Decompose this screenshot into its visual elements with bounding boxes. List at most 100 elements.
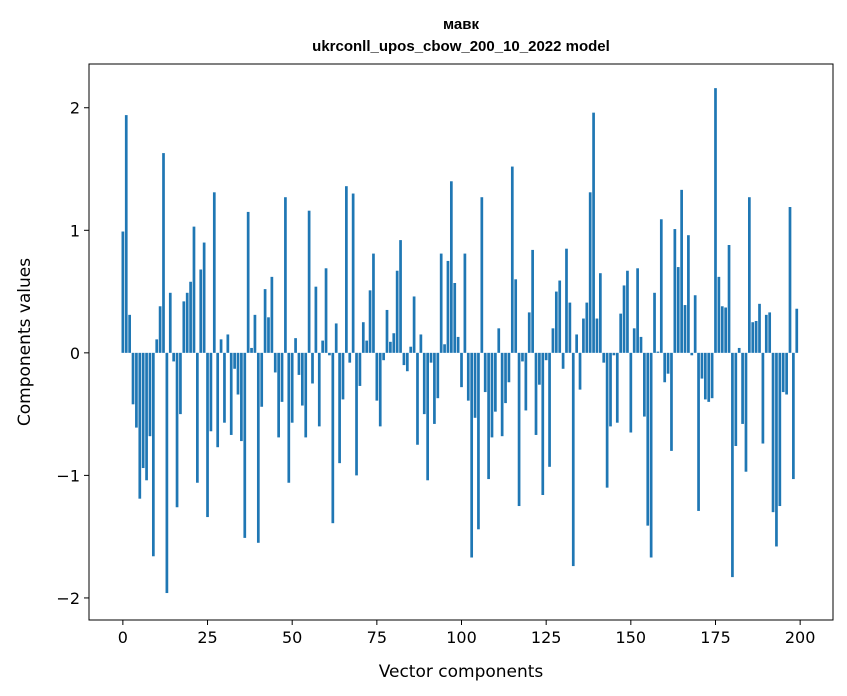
x-tick-label: 100 bbox=[446, 628, 477, 647]
bar-163 bbox=[673, 229, 677, 353]
x-tick-label: 175 bbox=[700, 628, 731, 647]
bar-99 bbox=[456, 336, 460, 353]
bar-47 bbox=[280, 352, 284, 402]
bar-92 bbox=[433, 352, 436, 424]
bar-133 bbox=[571, 352, 575, 567]
bar-30 bbox=[223, 352, 226, 423]
bar-44 bbox=[270, 276, 274, 353]
bar-164 bbox=[676, 267, 680, 353]
bar-158 bbox=[656, 351, 660, 353]
bar-186 bbox=[751, 322, 755, 353]
bar-12 bbox=[162, 153, 165, 353]
bar-156 bbox=[649, 352, 653, 558]
bar-19 bbox=[185, 292, 189, 353]
x-tick-label: 150 bbox=[616, 628, 647, 647]
bar-126 bbox=[548, 352, 551, 467]
bar-140 bbox=[595, 318, 599, 353]
bar-147 bbox=[619, 313, 623, 353]
bar-160 bbox=[663, 352, 667, 383]
bar-31 bbox=[226, 334, 230, 353]
bar-84 bbox=[405, 352, 409, 372]
bar-154 bbox=[643, 352, 646, 417]
bar-94 bbox=[439, 253, 443, 353]
bar-96 bbox=[446, 260, 450, 353]
bar-53 bbox=[300, 352, 304, 406]
bar-75 bbox=[375, 352, 379, 401]
bar-104 bbox=[473, 352, 477, 418]
bar-29 bbox=[219, 339, 223, 353]
bar-67 bbox=[348, 352, 352, 363]
bar-131 bbox=[565, 248, 568, 353]
bar-46 bbox=[277, 352, 280, 438]
bar-114 bbox=[507, 352, 511, 383]
bar-76 bbox=[378, 352, 382, 427]
bar-17 bbox=[179, 352, 182, 415]
bar-150 bbox=[629, 352, 633, 433]
bar-45 bbox=[273, 352, 277, 373]
bar-127 bbox=[551, 328, 555, 353]
bar-8 bbox=[148, 352, 152, 437]
bar-177 bbox=[720, 306, 724, 353]
bar-41 bbox=[260, 352, 264, 407]
bar-155 bbox=[646, 352, 650, 526]
bar-54 bbox=[304, 352, 308, 438]
bar-136 bbox=[582, 318, 585, 353]
bar-185 bbox=[748, 197, 751, 353]
bar-199 bbox=[795, 308, 799, 353]
bar-71 bbox=[361, 322, 365, 353]
bar-190 bbox=[764, 314, 768, 353]
bar-166 bbox=[683, 305, 687, 353]
bar-70 bbox=[358, 352, 362, 386]
bar-179 bbox=[727, 245, 731, 353]
chart-title-line1: мавк bbox=[443, 16, 479, 33]
bar-52 bbox=[297, 352, 301, 375]
bar-98 bbox=[453, 282, 457, 353]
bar-57 bbox=[314, 286, 318, 353]
x-tick-label: 50 bbox=[282, 628, 302, 647]
bar-43 bbox=[267, 317, 270, 353]
bar-81 bbox=[395, 270, 399, 353]
bar-63 bbox=[334, 323, 338, 353]
bar-38 bbox=[250, 347, 253, 353]
bar-69 bbox=[355, 352, 358, 476]
bars-group bbox=[121, 88, 799, 594]
bar-181 bbox=[734, 352, 738, 446]
bar-175 bbox=[714, 88, 717, 353]
bar-121 bbox=[531, 249, 534, 353]
bar-21 bbox=[192, 226, 196, 353]
bar-183 bbox=[741, 352, 744, 424]
bar-42 bbox=[263, 289, 267, 353]
y-tick-label: 0 bbox=[70, 344, 80, 363]
bar-24 bbox=[202, 242, 206, 353]
bar-119 bbox=[524, 352, 528, 411]
bar-125 bbox=[544, 352, 548, 361]
bar-39 bbox=[253, 314, 257, 353]
bar-165 bbox=[680, 189, 683, 353]
bar-2 bbox=[128, 314, 131, 353]
bar-120 bbox=[527, 312, 531, 353]
bar-146 bbox=[615, 352, 619, 423]
bar-93 bbox=[436, 352, 440, 399]
bar-116 bbox=[514, 279, 518, 353]
bar-117 bbox=[517, 352, 521, 507]
bar-34 bbox=[236, 352, 240, 395]
bar-137 bbox=[585, 302, 589, 353]
bar-62 bbox=[331, 352, 335, 524]
bar-1 bbox=[124, 115, 128, 353]
bar-159 bbox=[659, 219, 663, 353]
bar-103 bbox=[470, 352, 474, 558]
bar-79 bbox=[389, 341, 392, 353]
bar-149 bbox=[626, 270, 629, 353]
bar-15 bbox=[172, 352, 176, 362]
bar-196 bbox=[785, 352, 788, 395]
bar-157 bbox=[653, 292, 656, 353]
bar-73 bbox=[368, 290, 372, 353]
bar-191 bbox=[768, 312, 772, 353]
bar-55 bbox=[307, 210, 311, 353]
bar-108 bbox=[487, 352, 490, 480]
bar-152 bbox=[636, 268, 639, 353]
bar-88 bbox=[419, 334, 423, 353]
y-tick-label: 1 bbox=[70, 221, 80, 240]
